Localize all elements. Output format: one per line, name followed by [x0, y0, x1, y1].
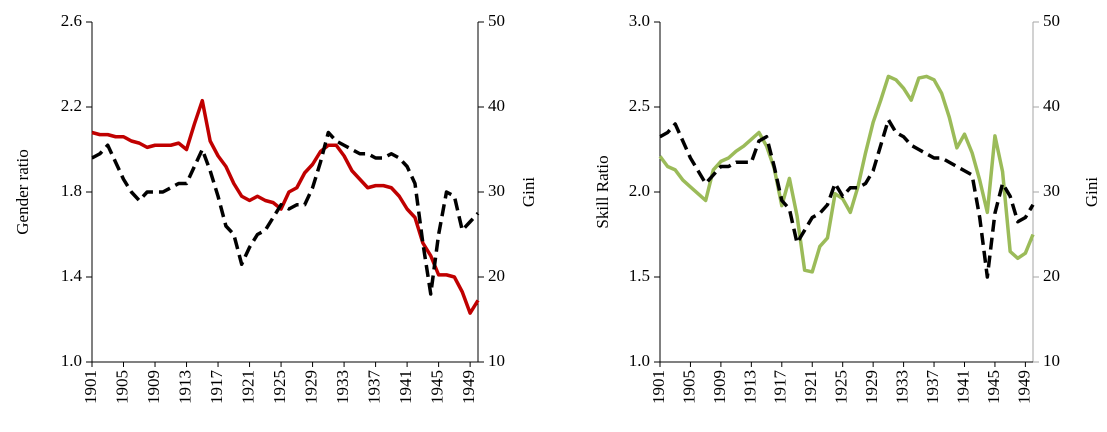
y2-tick-label: 40 [488, 96, 505, 115]
y-tick-label: 1.5 [629, 266, 650, 285]
x-tick-label: 1905 [679, 370, 698, 404]
x-tick-label: 1913 [175, 370, 194, 404]
y-tick-label: 3.0 [629, 11, 650, 30]
y2-tick-label: 20 [1043, 266, 1060, 285]
series-line [659, 118, 1035, 279]
x-tick-label: 1933 [892, 370, 911, 404]
series-line [658, 74, 1035, 274]
y-axis-title: Skill Ratio [593, 155, 612, 228]
x-tick-label: 1905 [112, 370, 131, 404]
series-line [91, 130, 480, 296]
y-tick-label: 1.4 [61, 266, 83, 285]
x-tick-label: 1937 [364, 370, 383, 405]
x-tick-label: 1921 [238, 370, 257, 404]
y-tick-label: 2.2 [61, 96, 82, 115]
y-tick-label: 1.0 [61, 351, 82, 370]
y2-axis-title: Gini [1082, 177, 1101, 208]
x-tick-label: 1949 [459, 370, 478, 404]
x-tick-label: 1945 [428, 370, 447, 404]
x-tick-label: 1901 [649, 370, 668, 404]
y2-tick-label: 50 [1043, 11, 1060, 30]
y2-tick-label: 30 [488, 181, 505, 200]
x-tick-label: 1941 [953, 370, 972, 404]
x-tick-label: 1933 [333, 370, 352, 404]
x-tick-label: 1949 [1014, 370, 1033, 404]
x-tick-label: 1921 [801, 370, 820, 404]
y2-axis-title: Gini [519, 177, 538, 208]
y-tick-label: 2.5 [629, 96, 650, 115]
x-tick-label: 1925 [270, 370, 289, 404]
x-tick-label: 1945 [984, 370, 1003, 404]
y-axis-title: Gender ratio [13, 149, 32, 234]
y2-tick-label: 10 [488, 351, 505, 370]
y2-tick-label: 30 [1043, 181, 1060, 200]
x-tick-label: 1941 [396, 370, 415, 404]
x-tick-label: 1917 [771, 370, 790, 405]
x-tick-label: 1917 [207, 370, 226, 405]
y-tick-label: 2.0 [629, 181, 650, 200]
y-tick-label: 1.0 [629, 351, 650, 370]
y2-tick-label: 10 [1043, 351, 1060, 370]
x-tick-label: 1929 [862, 370, 881, 404]
x-tick-label: 1937 [923, 370, 942, 405]
x-tick-label: 1925 [832, 370, 851, 404]
series-line [91, 98, 480, 315]
y-tick-label: 2.6 [61, 11, 82, 30]
y-tick-label: 1.8 [61, 181, 82, 200]
x-tick-label: 1909 [144, 370, 163, 404]
y2-tick-label: 50 [488, 11, 505, 30]
y2-tick-label: 40 [1043, 96, 1060, 115]
x-tick-label: 1913 [740, 370, 759, 404]
y2-tick-label: 20 [488, 266, 505, 285]
x-tick-label: 1929 [301, 370, 320, 404]
x-tick-label: 1909 [710, 370, 729, 404]
x-tick-label: 1901 [81, 370, 100, 404]
